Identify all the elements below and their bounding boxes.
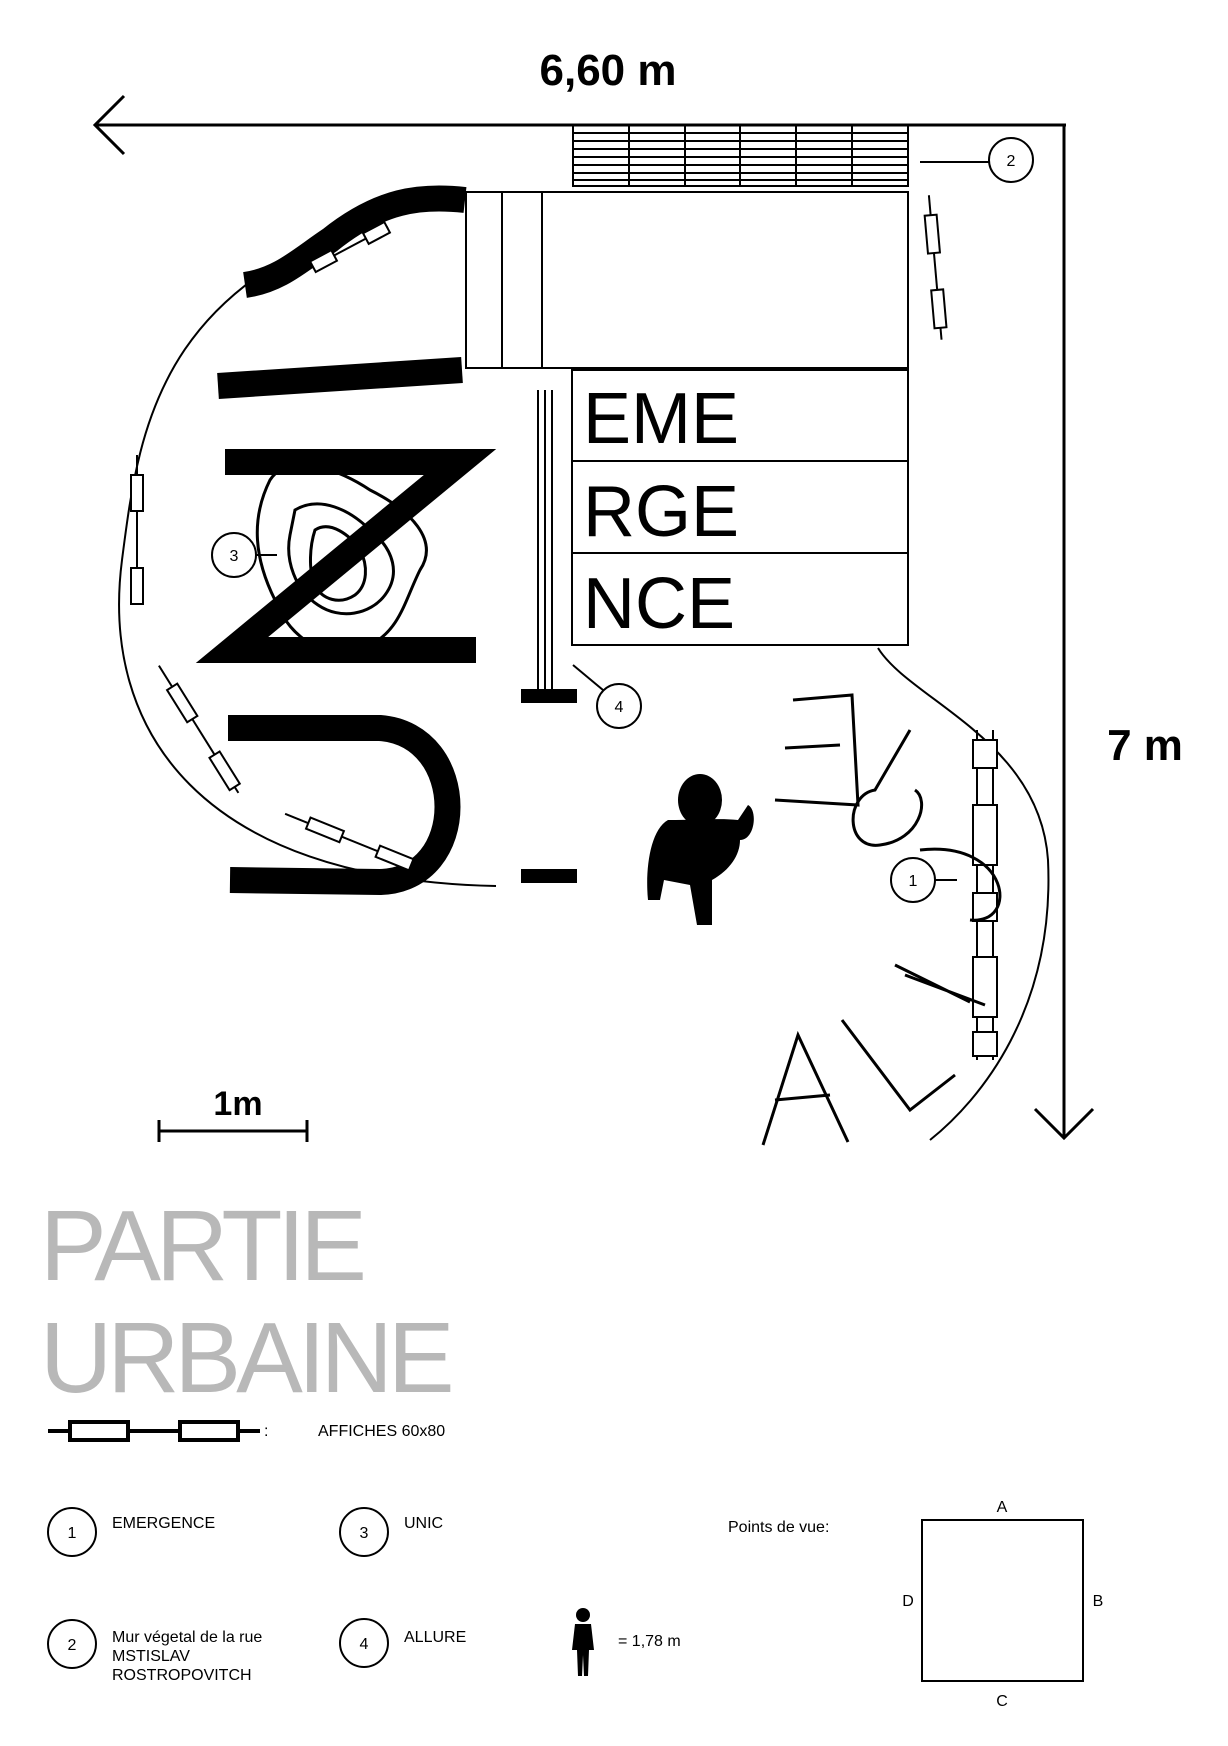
arrow-left-icon (92, 94, 126, 156)
svg-text:EMERGENCE: EMERGENCE (112, 1515, 215, 1532)
callout-4: 4 (572, 664, 642, 729)
emergence-row-1: EME (583, 379, 739, 459)
curved-wall-right (877, 647, 1050, 1141)
poster-panel-icon (48, 1420, 260, 1442)
allure-lines (521, 390, 577, 883)
green-wall-grid (572, 124, 909, 187)
svg-text:A: A (997, 1499, 1008, 1516)
height-label: 7 m (1107, 721, 1183, 770)
legend-item-4: 4 ALLURE (339, 1618, 466, 1668)
scale-bar: 1m (157, 1085, 309, 1142)
viewpoints-label: Points de vue: (728, 1519, 829, 1536)
legend-item-1: 1 EMERGENCE (47, 1507, 215, 1557)
height-dimension: 7 m (1033, 125, 1183, 1141)
svg-text:ROSTROPOVITCH: ROSTROPOVITCH (112, 1667, 252, 1684)
svg-text:1: 1 (909, 873, 918, 890)
page-title: PARTIE URBAINE (40, 1190, 455, 1414)
unic-sculpture (255, 463, 428, 654)
svg-text:3: 3 (230, 548, 239, 565)
emergence-row-3: NCE (583, 564, 735, 644)
viewpoints-square (921, 1519, 1084, 1682)
person-standing-icon (572, 1608, 594, 1676)
svg-text:MSTISLAV: MSTISLAV (112, 1648, 190, 1665)
svg-text:3: 3 (360, 1525, 369, 1542)
emergence-row-2: RGE (583, 472, 739, 552)
svg-text:4: 4 (360, 1636, 369, 1653)
svg-text:1: 1 (68, 1525, 77, 1542)
viewpoints: Points de vue: A B C D (728, 1499, 1103, 1710)
title-line-1: PARTIE (40, 1190, 367, 1302)
person-topview-icon (647, 774, 754, 925)
svg-text:4: 4 (615, 699, 624, 716)
callout-2: 2 (920, 137, 1034, 183)
title-line-2: URBAINE (40, 1302, 455, 1414)
poster-panels (130, 195, 998, 1060)
arrow-down-icon (1033, 1107, 1095, 1141)
person-scale-label: = 1,78 m (618, 1633, 681, 1650)
svg-text:C: C (996, 1693, 1008, 1710)
scale-label: 1m (213, 1085, 262, 1123)
width-dimension: 6,60 m (92, 46, 1066, 156)
svg-text:ALLURE: ALLURE (404, 1629, 466, 1646)
svg-text:2: 2 (68, 1637, 77, 1654)
allure-letters (761, 693, 1002, 1146)
legend-item-2: 2 Mur végetal de la rue MSTISLAV ROSTROP… (47, 1619, 262, 1684)
svg-text:B: B (1093, 1593, 1104, 1610)
svg-text:Mur végetal de la rue: Mur végetal de la rue (112, 1629, 262, 1646)
posters-colon: : (264, 1423, 268, 1440)
svg-text:2: 2 (1007, 153, 1016, 170)
bench-block (465, 191, 909, 369)
width-label: 6,60 m (540, 46, 677, 95)
callout-1: 1 (890, 857, 957, 903)
emergence-panels: EME RGE NCE (571, 369, 909, 646)
legend-item-3: 3 UNIC (339, 1507, 443, 1557)
svg-text:UNIC: UNIC (404, 1515, 443, 1532)
callout-3: 3 (211, 532, 277, 578)
svg-text:D: D (902, 1593, 914, 1610)
posters-label: AFFICHES 60x80 (318, 1423, 445, 1440)
curved-wall-left (118, 197, 497, 887)
